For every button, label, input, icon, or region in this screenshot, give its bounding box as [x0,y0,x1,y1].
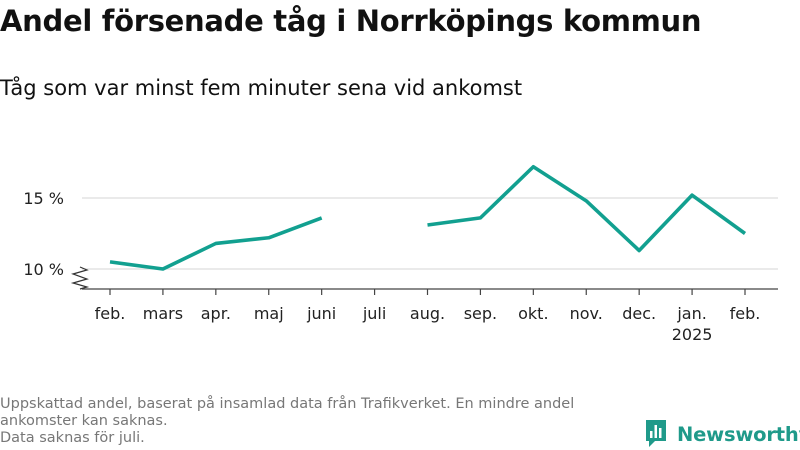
x-tick-label: maj [254,304,284,323]
footnote-line: Data saknas för juli. [0,430,145,446]
x-tick-label: apr. [201,304,231,323]
footnote: Uppskattad andel, baserat på insamlad da… [0,396,640,447]
x-tick-label: nov. [570,304,603,323]
x-year-label: 2025 [672,325,713,344]
x-tick-label: sep. [464,304,497,323]
series-line [427,164,747,253]
x-tick-label: dec. [622,304,656,323]
chart-title: Andel försenade tåg i Norrköpings kommun [0,4,702,38]
x-tick-label: aug. [410,304,445,323]
x-tick-label: juni [306,304,336,323]
x-tick-label: okt. [518,304,548,323]
line-chart: 10 % 15 % feb. mars apr. maj juni juli aug. sep. o… [23,164,778,344]
y-axis-break-icon [70,266,90,290]
x-tick-label: mars [143,304,183,323]
footnote-line: Uppskattad andel, baserat på insamlad da… [0,396,575,429]
x-tick-label: jan. [676,304,706,323]
y-tick-label: 10 % [23,260,64,279]
series-line [109,216,323,271]
brand-name: Newsworthy [677,422,800,446]
chart-subtitle: Tåg som var minst fem minuter sena vid a… [0,76,523,100]
x-tick-label: feb. [95,304,126,323]
brand: Newsworthy [644,419,800,449]
x-tick-label: juli [362,304,386,323]
x-tick-label: feb. [730,304,761,323]
y-tick-label: 15 % [23,189,64,208]
newsworthy-logo-icon [646,420,666,447]
